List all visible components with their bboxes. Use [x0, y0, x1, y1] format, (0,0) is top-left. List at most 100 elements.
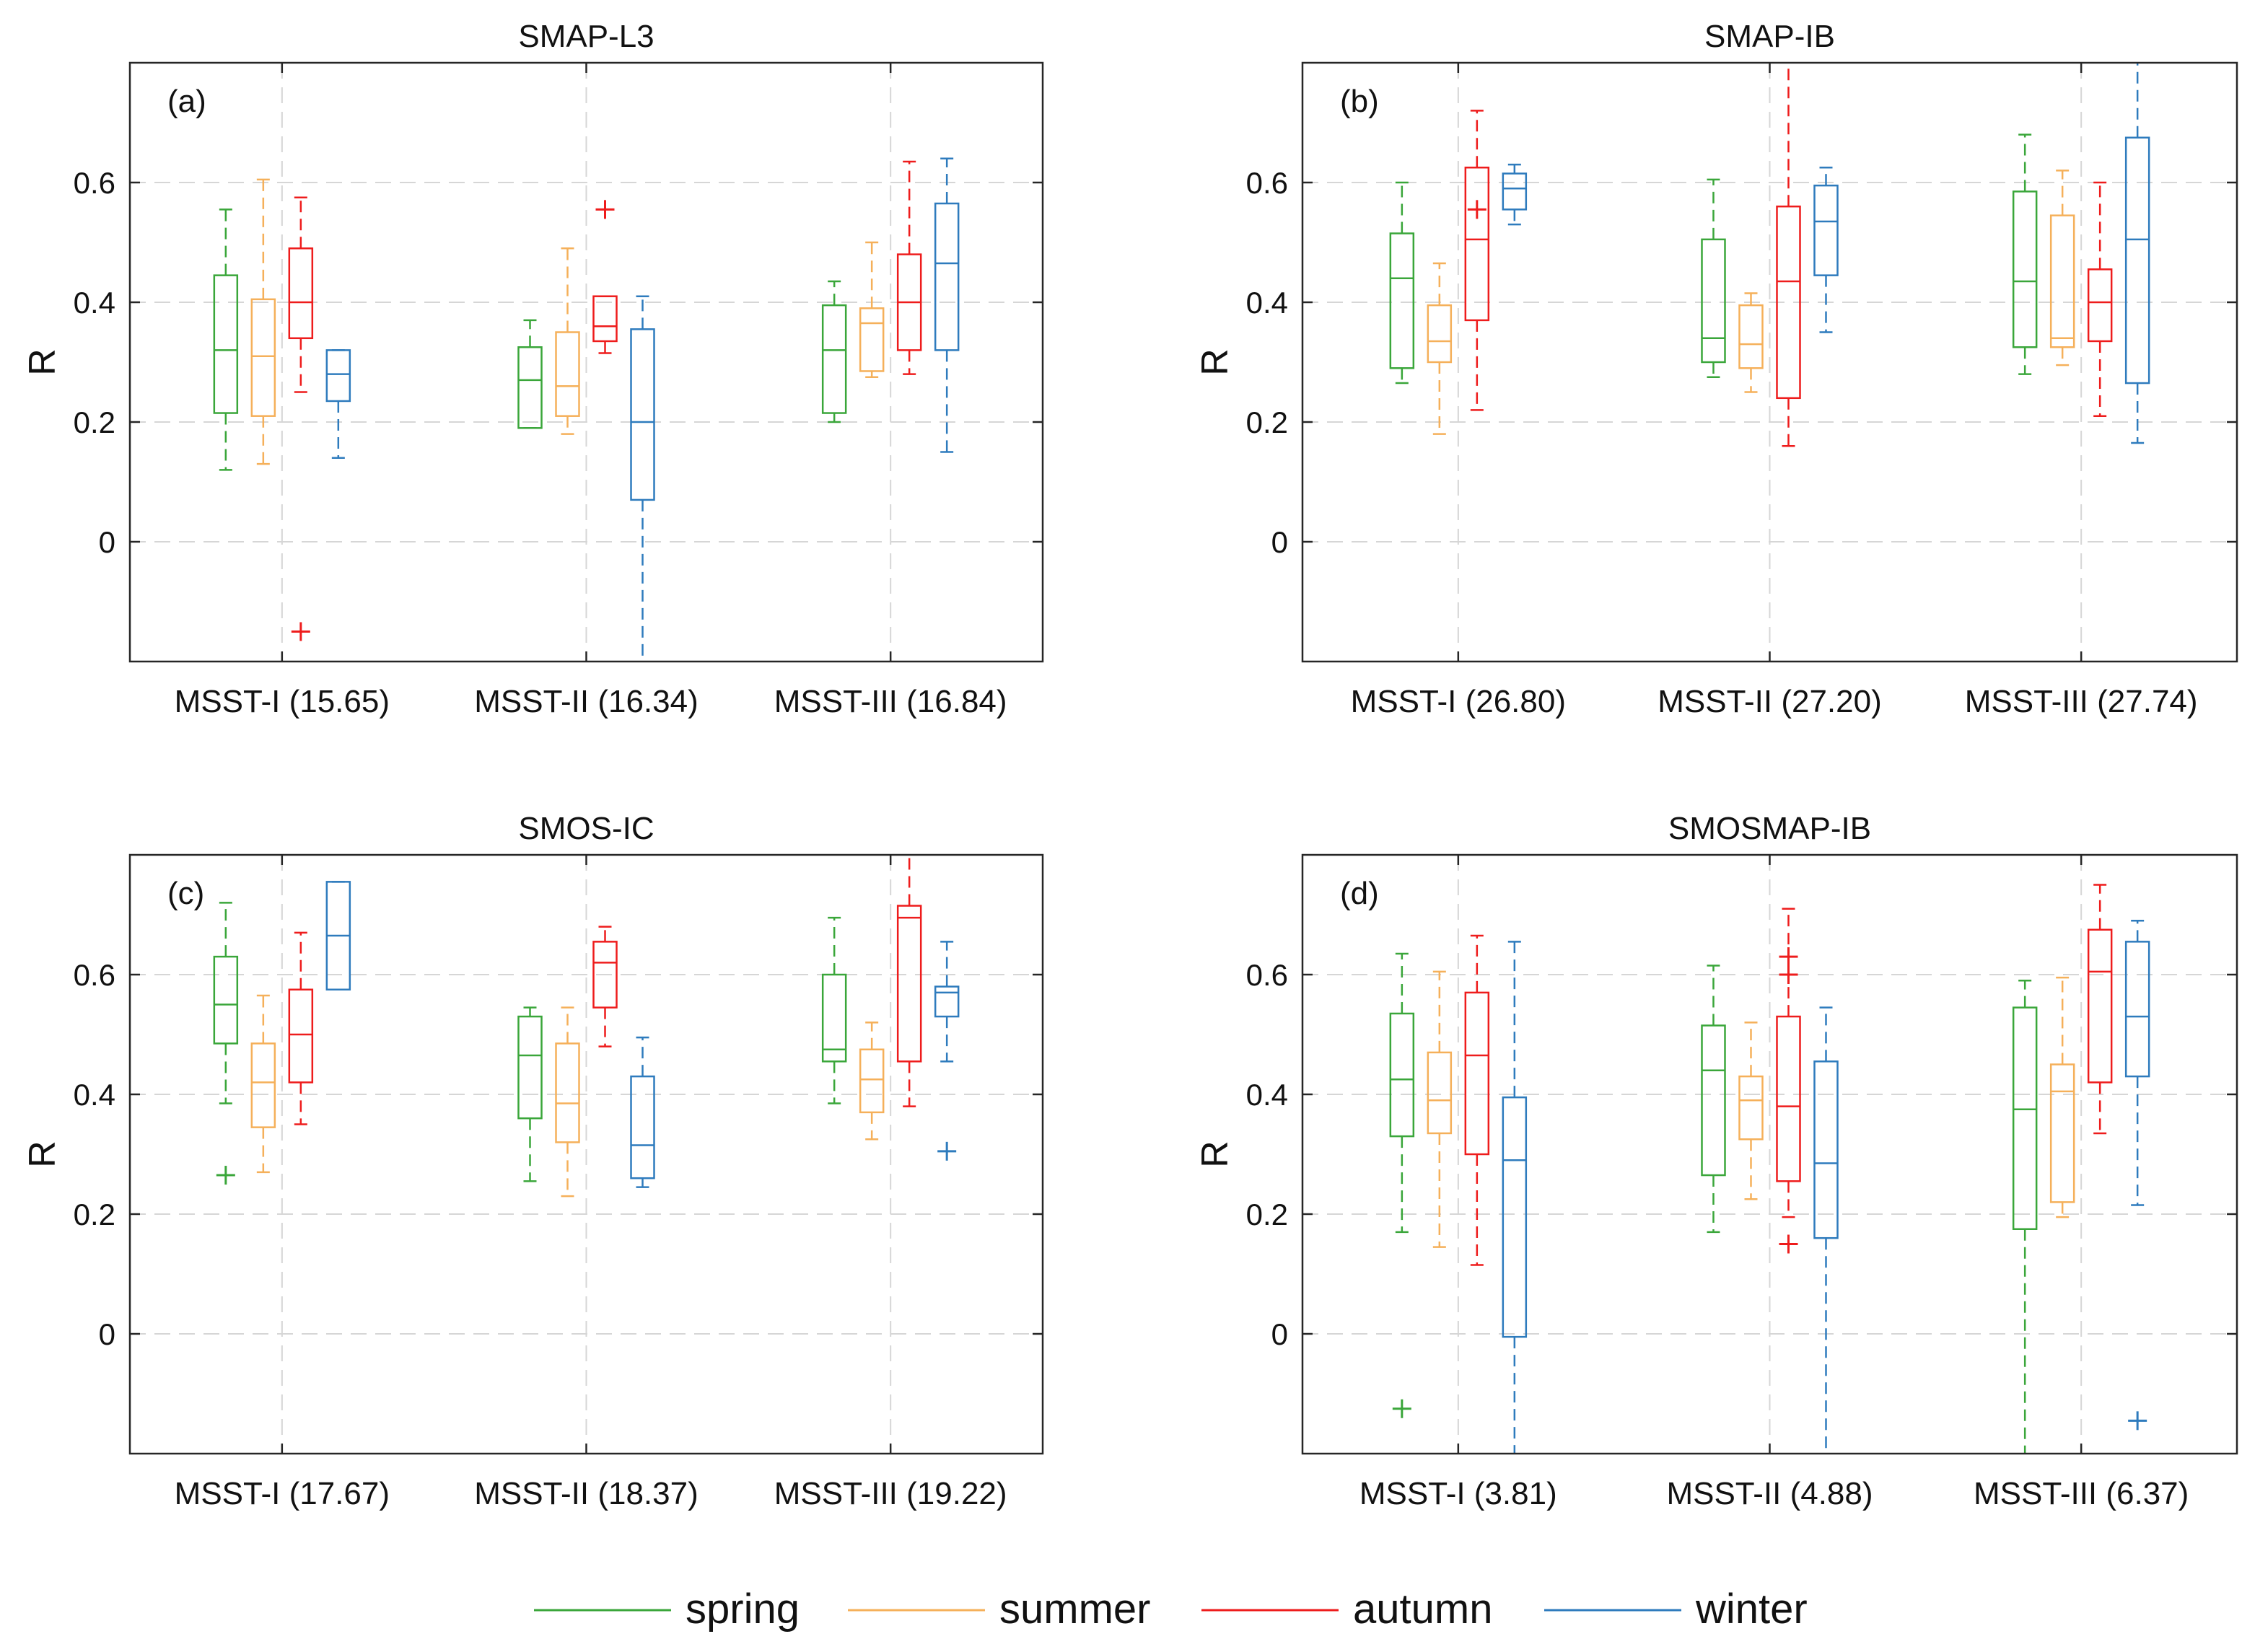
box-iqr [592, 295, 618, 343]
x-tick-label: MSST-II (4.88) [1666, 1476, 1873, 1511]
box-iqr [213, 274, 239, 414]
box-iqr [1776, 205, 1801, 400]
box-autumn [288, 196, 314, 641]
box-autumn [592, 200, 618, 354]
box-winter [325, 881, 351, 990]
x-tick-label: MSST-III (6.37) [1974, 1476, 2189, 1511]
box-summer [1738, 292, 1764, 393]
box-iqr [1701, 1024, 1726, 1177]
box-iqr [2124, 136, 2150, 385]
box-summer [859, 1021, 885, 1141]
box-autumn [2087, 884, 2113, 1135]
y-tick-label: 0.4 [1246, 286, 1288, 320]
x-tick-label: MSST-I (26.80) [1351, 684, 1566, 719]
y-tick-label: 0 [1271, 525, 1288, 559]
box-iqr [592, 941, 618, 1009]
box-iqr [555, 331, 580, 417]
box-iqr [1738, 304, 1764, 369]
box-summer [250, 178, 276, 465]
box-winter [325, 349, 351, 460]
box-iqr [288, 988, 314, 1084]
chart-title: SMOS-IC [518, 811, 654, 846]
box-winter [2124, 63, 2150, 444]
box-iqr [2087, 268, 2113, 343]
y-tick-label: 0.2 [1246, 1198, 1288, 1231]
outlier-marker [1467, 200, 1486, 219]
box-iqr [213, 955, 239, 1045]
y-tick-label: 0 [1271, 1317, 1288, 1351]
y-tick-label: 0.6 [74, 166, 115, 200]
box-iqr [555, 1042, 580, 1143]
box-spring [213, 208, 239, 471]
box-iqr [1776, 1015, 1801, 1182]
box-iqr [821, 973, 847, 1063]
x-tick-label: MSST-III (19.22) [774, 1476, 1007, 1511]
box-iqr [1701, 238, 1726, 364]
y-axis-label: R [22, 348, 64, 376]
box-iqr [1389, 1012, 1415, 1138]
x-tick-label: MSST-I (15.65) [175, 684, 390, 719]
box-winter [630, 1036, 655, 1188]
outlier-marker [216, 1166, 235, 1185]
outlier-marker [1779, 965, 1798, 984]
legend-item-autumn: autumn [1201, 1586, 1492, 1633]
box-iqr [859, 1048, 885, 1114]
x-tick-label: MSST-III (27.74) [1965, 684, 2198, 719]
box-iqr [2012, 1006, 2038, 1231]
outlier-marker [291, 622, 310, 641]
box-autumn [1464, 934, 1490, 1266]
y-axis-label: R [22, 1141, 64, 1168]
outlier-marker [937, 1141, 957, 1161]
panel-label: (d) [1340, 876, 1379, 911]
box-summer [859, 241, 885, 378]
box-iqr [288, 247, 314, 340]
legend-item-winter: winter [1544, 1586, 1808, 1633]
box-summer [2049, 170, 2075, 366]
box-autumn [1464, 110, 1490, 411]
y-tick-label: 0.2 [74, 1198, 115, 1231]
box-winter [1502, 163, 1528, 226]
y-axis-label: R [1194, 1141, 1236, 1168]
y-tick-label: 0.6 [1246, 958, 1288, 992]
box-winter [1813, 167, 1839, 333]
x-tick-label: MSST-I (3.81) [1359, 1476, 1557, 1511]
box-spring [517, 319, 543, 429]
chart-title: SMOSMAP-IB [1668, 811, 1871, 846]
box-iqr [1427, 304, 1453, 364]
legend-label-autumn: autumn [1353, 1586, 1492, 1633]
box-summer [250, 994, 276, 1174]
box-iqr [630, 1075, 655, 1179]
box-iqr [517, 346, 543, 429]
box-summer [1738, 1021, 1764, 1200]
box-spring [1701, 965, 1726, 1234]
box-summer [555, 1006, 580, 1198]
x-tick-label: MSST-II (16.34) [474, 684, 699, 719]
y-tick-label: 0.6 [1246, 166, 1288, 200]
box-iqr [821, 304, 847, 414]
box-iqr [1464, 991, 1490, 1156]
box-winter [630, 295, 655, 662]
outlier-marker [1779, 1234, 1798, 1254]
y-tick-label: 0.2 [1246, 405, 1288, 439]
box-autumn [896, 855, 922, 1107]
y-tick-label: 0.4 [1246, 1078, 1288, 1112]
box-iqr [934, 985, 960, 1018]
panel-label: (a) [167, 84, 206, 119]
box-iqr [859, 307, 885, 372]
box-iqr [2087, 928, 2113, 1084]
box-iqr [1464, 167, 1490, 322]
legend-item-summer: summer [848, 1586, 1150, 1633]
chart-panel: 0 0.2 0.4 0.6 MSST-I (26.80) MSST-II (27.20) M… [1194, 19, 2238, 719]
box-autumn [288, 931, 314, 1125]
y-tick-label: 0 [99, 525, 115, 559]
box-spring [1389, 181, 1415, 385]
chart-panel: 0 0.2 0.4 0.6 MSST-I (15.65) MSST-II (16.34) M… [22, 19, 1044, 719]
x-tick-label: MSST-I (17.67) [175, 1476, 390, 1511]
box-summer [2049, 976, 2075, 1218]
box-spring [1389, 952, 1415, 1418]
legend-label-spring: spring [686, 1586, 800, 1633]
x-tick-label: MSST-II (18.37) [474, 1476, 699, 1511]
box-spring [1701, 178, 1726, 378]
box-iqr [896, 905, 922, 1063]
box-iqr [2049, 1063, 2075, 1203]
